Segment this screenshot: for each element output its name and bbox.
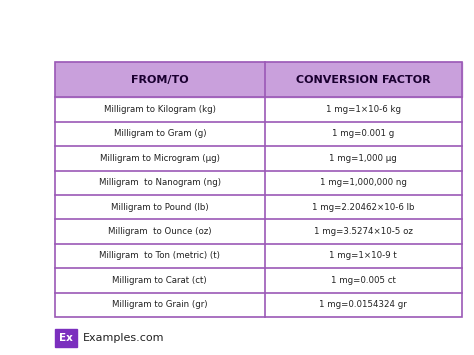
Text: Milligram to Carat (ct): Milligram to Carat (ct) [112, 276, 207, 285]
Text: 1 mg=1×10-6 kg: 1 mg=1×10-6 kg [326, 105, 401, 114]
Text: Milligram to Gram (g): Milligram to Gram (g) [114, 130, 206, 138]
Text: Examples.com: Examples.com [83, 333, 164, 343]
Text: 1 mg=0.001 g: 1 mg=0.001 g [332, 130, 394, 138]
Bar [55, 62, 462, 97]
Bar [55, 329, 77, 347]
Text: Milligram to Microgram (µg): Milligram to Microgram (µg) [100, 154, 220, 163]
Text: Milligram to Kilogram (kg): Milligram to Kilogram (kg) [104, 105, 216, 114]
Text: Milligram  to Nanogram (ng): Milligram to Nanogram (ng) [99, 178, 221, 187]
Text: 1 mg=0.005 ct: 1 mg=0.005 ct [331, 276, 396, 285]
Text: Milligram  to Ton (metric) (t): Milligram to Ton (metric) (t) [100, 251, 220, 261]
Text: 1 mg=1,000,000 ng: 1 mg=1,000,000 ng [320, 178, 407, 187]
Text: 1 mg=0.0154324 gr: 1 mg=0.0154324 gr [319, 300, 407, 309]
Text: CONVERSION FACTOR: CONVERSION FACTOR [296, 75, 430, 85]
Text: Conversion of Milligram  into other Units: Conversion of Milligram into other Units [13, 16, 461, 36]
Text: Milligram to Grain (gr): Milligram to Grain (gr) [112, 300, 208, 309]
Text: 1 mg=1×10-9 t: 1 mg=1×10-9 t [329, 251, 397, 261]
Text: Ex: Ex [59, 333, 73, 343]
Text: Milligram  to Ounce (oz): Milligram to Ounce (oz) [108, 227, 211, 236]
Text: FROM/TO: FROM/TO [131, 75, 189, 85]
Text: 1 mg=3.5274×10-5 oz: 1 mg=3.5274×10-5 oz [314, 227, 413, 236]
Text: Milligram to Pound (lb): Milligram to Pound (lb) [111, 203, 209, 212]
Text: 1 mg=1,000 µg: 1 mg=1,000 µg [329, 154, 397, 163]
Text: 1 mg=2.20462×10-6 lb: 1 mg=2.20462×10-6 lb [312, 203, 415, 212]
